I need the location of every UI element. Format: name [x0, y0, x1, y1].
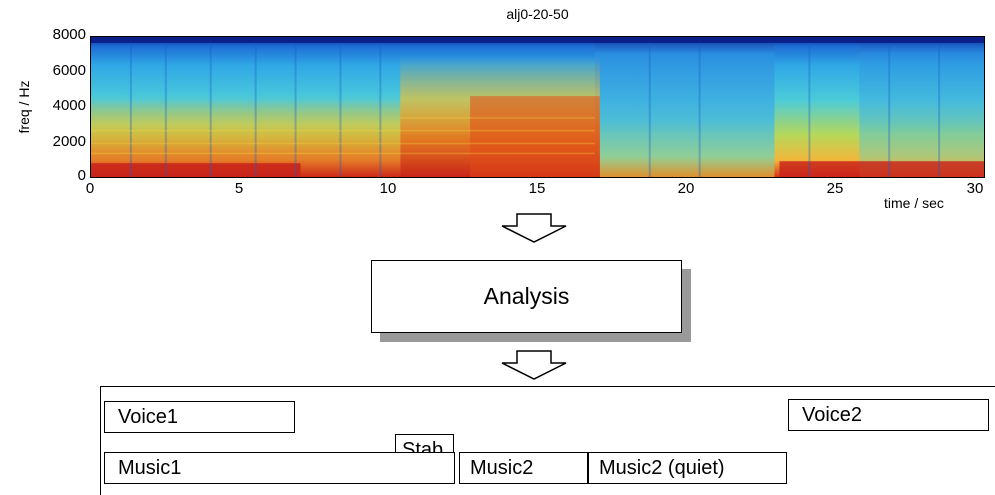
spectrogram-image: [90, 36, 985, 178]
y-tick-0: 0: [77, 167, 86, 184]
segment-voice1: Voice1: [104, 401, 295, 433]
x-tick-10: 10: [379, 180, 397, 197]
x-tick-20: 20: [677, 180, 695, 197]
segment-voice2: Voice2: [788, 399, 989, 431]
y-tick-2000: 2000: [52, 133, 86, 150]
spectrogram-title: alj0-20-50: [506, 6, 569, 22]
x-tick-15: 15: [528, 180, 546, 197]
down-arrow-icon: [501, 213, 567, 243]
y-tick-8000: 8000: [52, 26, 86, 43]
x-tick-25: 25: [826, 180, 844, 197]
x-axis-label: time / sec: [884, 195, 944, 211]
segmentation-panel: [100, 386, 995, 495]
analysis-box: Analysis: [371, 260, 682, 333]
x-tick-30: 30: [966, 180, 984, 197]
segment-music2: Music2: [459, 452, 588, 484]
analysis-label: Analysis: [483, 283, 570, 309]
y-tick-4000: 4000: [52, 97, 86, 114]
x-tick-5: 5: [234, 180, 244, 197]
y-tick-6000: 6000: [52, 62, 86, 79]
x-tick-0: 0: [85, 180, 95, 197]
down-arrow-icon: [501, 350, 567, 380]
segment-music2-quiet: Music2 (quiet): [588, 452, 787, 484]
segment-music1: Music1: [104, 452, 455, 484]
